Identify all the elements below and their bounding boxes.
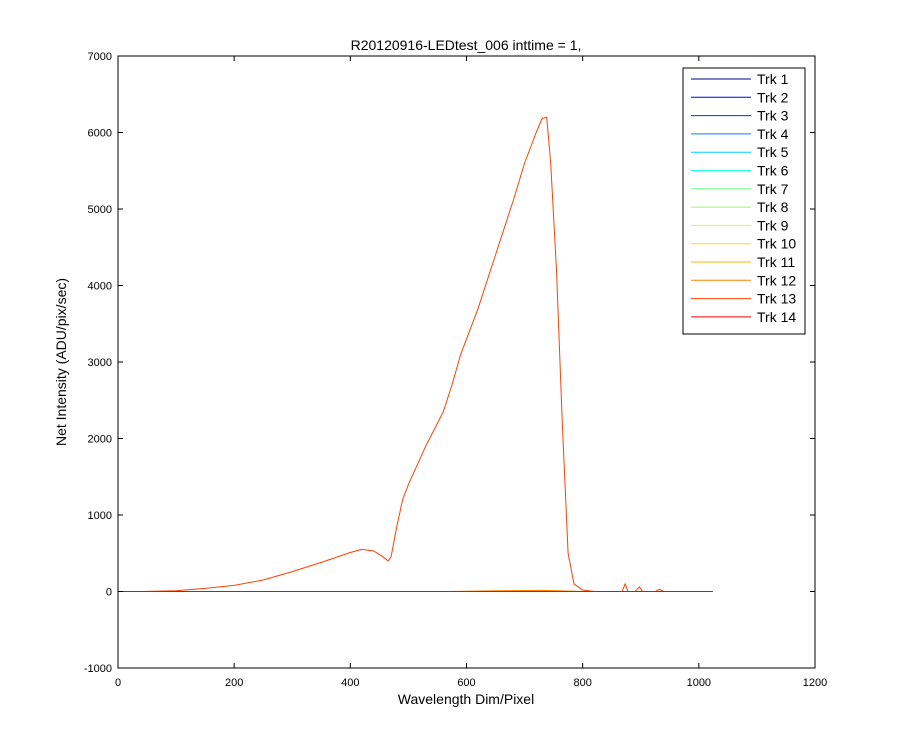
- legend-label-trk-14: Trk 14: [757, 309, 796, 325]
- legend-label-trk-13: Trk 13: [757, 291, 796, 307]
- legend-label-trk-10: Trk 10: [757, 236, 796, 252]
- legend-label-trk-6: Trk 6: [757, 163, 789, 179]
- x-tick-label: 1000: [687, 677, 711, 689]
- x-tick-label: 200: [225, 677, 243, 689]
- chart-title: R20120916-LEDtest_006 inttime = 1,: [351, 37, 582, 53]
- y-tick-label: 3000: [88, 357, 112, 369]
- y-tick-label: 2000: [88, 434, 112, 446]
- y-axis: -1000 0 1000 2000 3000 4000 5000 6000 7000: [84, 51, 815, 675]
- legend-label-trk-12: Trk 12: [757, 272, 796, 288]
- y-tick-label: 6000: [88, 128, 112, 140]
- x-tick-label: 400: [341, 677, 359, 689]
- legend-label-trk-1: Trk 1: [757, 71, 789, 87]
- legend-label-trk-5: Trk 5: [757, 144, 789, 160]
- y-tick-label: 4000: [88, 281, 112, 293]
- series-layer: [118, 116, 713, 592]
- legend-label-trk-3: Trk 3: [757, 108, 789, 124]
- legend: Trk 1 Trk 2 Trk 3 Trk 4 Trk 5 Trk 6 Trk 7 Trk 8…: [682, 67, 806, 335]
- y-tick-label: 1000: [88, 510, 112, 522]
- legend-label-trk-8: Trk 8: [757, 199, 789, 215]
- legend-label-trk-9: Trk 9: [757, 217, 789, 233]
- legend-label-trk-2: Trk 2: [757, 89, 789, 105]
- y-tick-label: 7000: [88, 51, 112, 63]
- x-tick-label: 600: [457, 677, 475, 689]
- y-tick-label: 5000: [88, 204, 112, 216]
- x-tick-label: 0: [115, 677, 121, 689]
- x-axis-label: Wavelength Dim/Pixel: [398, 691, 534, 707]
- y-tick-label: 0: [106, 587, 112, 599]
- legend-label-trk-4: Trk 4: [757, 126, 789, 142]
- y-axis-label: Net Intensity (ADU/pix/sec): [53, 278, 69, 446]
- legend-box: [682, 67, 806, 335]
- x-tick-label: 800: [573, 677, 591, 689]
- x-axis: 0 200 400 600 800 1000 1200: [115, 56, 827, 689]
- x-tick-label: 1200: [803, 677, 827, 689]
- y-tick-label: -1000: [84, 663, 112, 675]
- legend-label-trk-11: Trk 11: [757, 254, 795, 270]
- legend-label-trk-7: Trk 7: [757, 181, 789, 197]
